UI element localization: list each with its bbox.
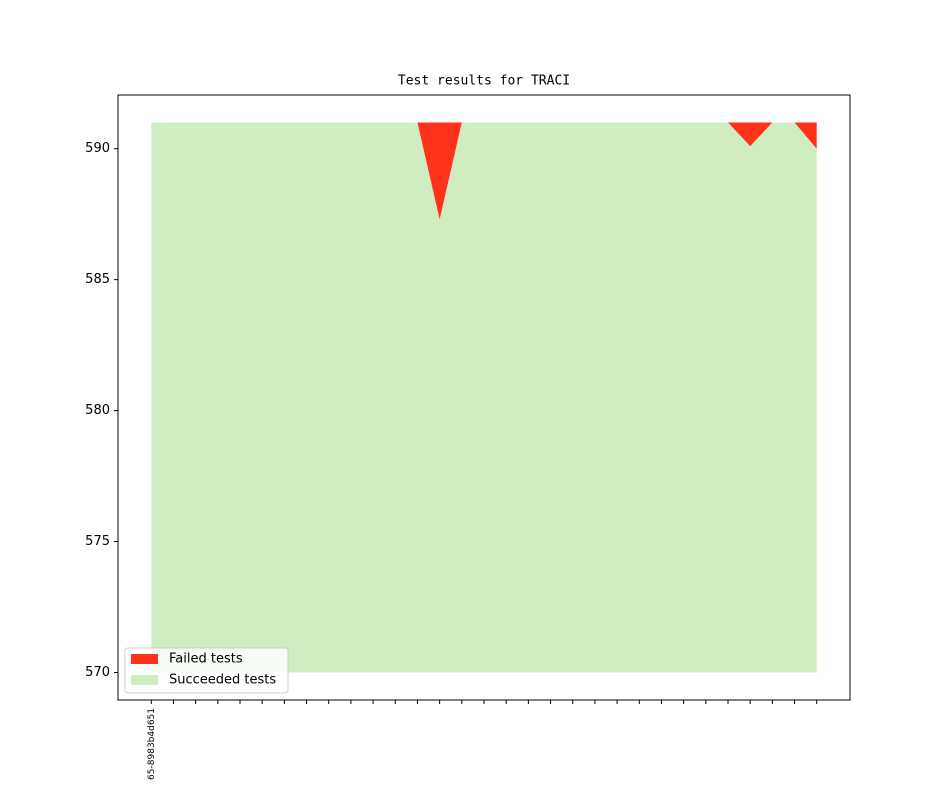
- legend-label: Failed tests: [169, 652, 243, 667]
- legend-swatch: [131, 654, 158, 664]
- y-tick-label: 580: [85, 403, 110, 418]
- legend: Failed tests Succeeded tests: [124, 647, 289, 694]
- area: [151, 122, 817, 673]
- legend-box: [124, 647, 289, 694]
- legend-swatch: [131, 675, 158, 685]
- y-tick-label: 570: [85, 665, 110, 680]
- chart-title: Test results for TRACI: [398, 74, 570, 89]
- y-tick-label: 590: [85, 141, 110, 156]
- x-tick-label: 65-8983b4d651: [147, 708, 157, 780]
- y-tick-label: 585: [85, 272, 110, 287]
- area: [151, 122, 817, 220]
- y-tick-label: 575: [85, 534, 110, 549]
- legend-label: Succeeded tests: [169, 673, 276, 688]
